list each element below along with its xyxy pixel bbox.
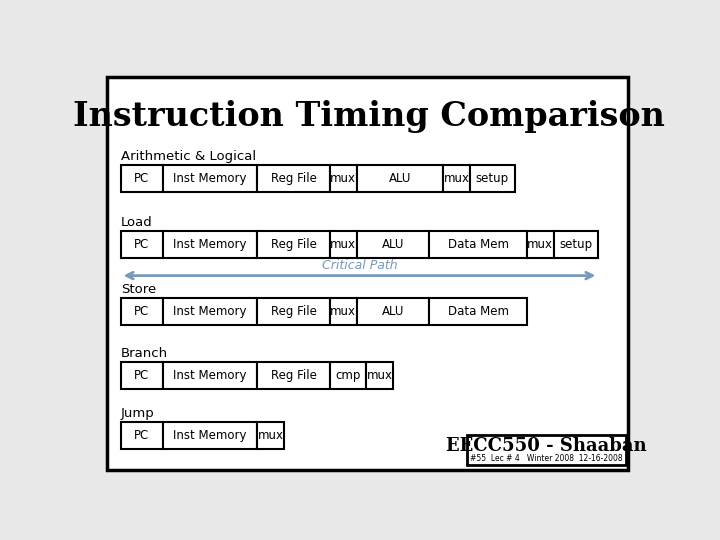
Text: Arithmetic & Logical: Arithmetic & Logical [121, 150, 256, 163]
Bar [356, 165, 444, 192]
Text: setup: setup [476, 172, 509, 185]
Text: Critical Path: Critical Path [322, 259, 397, 272]
Bar [356, 298, 429, 325]
Bar [330, 231, 356, 258]
Bar [258, 165, 330, 192]
Text: ALU: ALU [382, 238, 404, 251]
Text: PC: PC [134, 172, 149, 185]
Text: mux: mux [366, 369, 392, 382]
Bar [163, 422, 258, 449]
Text: Reg File: Reg File [271, 369, 317, 382]
Text: Data Mem: Data Mem [448, 305, 508, 318]
Text: mux: mux [330, 238, 356, 251]
Text: Branch: Branch [121, 347, 168, 360]
Text: mux: mux [330, 172, 356, 185]
Text: mux: mux [527, 238, 553, 251]
Text: mux: mux [258, 429, 284, 442]
Bar [330, 298, 356, 325]
Text: Jump: Jump [121, 407, 154, 420]
Text: Reg File: Reg File [271, 172, 317, 185]
Bar [163, 298, 258, 325]
Text: mux: mux [444, 172, 469, 185]
Bar [527, 231, 554, 258]
Text: mux: mux [330, 305, 356, 318]
Text: PC: PC [134, 429, 149, 442]
Text: cmp: cmp [336, 369, 361, 382]
Bar [163, 362, 258, 389]
Bar [467, 435, 626, 465]
Text: #55  Lec # 4   Winter 2008  12-16-2008: #55 Lec # 4 Winter 2008 12-16-2008 [470, 454, 623, 463]
Text: PC: PC [134, 305, 149, 318]
Bar [121, 298, 163, 325]
Bar [330, 165, 356, 192]
Text: Inst Memory: Inst Memory [174, 238, 247, 251]
Bar [258, 362, 330, 389]
Text: setup: setup [559, 238, 593, 251]
Text: Store: Store [121, 282, 156, 295]
Bar [366, 362, 393, 389]
Bar [429, 231, 527, 258]
Text: ALU: ALU [382, 305, 404, 318]
Bar [163, 165, 258, 192]
Bar [121, 231, 163, 258]
Text: Inst Memory: Inst Memory [174, 429, 247, 442]
Text: Reg File: Reg File [271, 238, 317, 251]
Bar [429, 298, 527, 325]
Bar [444, 165, 470, 192]
Bar [356, 231, 429, 258]
Text: ALU: ALU [389, 172, 411, 185]
Text: Reg File: Reg File [271, 305, 317, 318]
Bar [258, 298, 330, 325]
Text: Instruction Timing Comparison: Instruction Timing Comparison [73, 100, 665, 133]
Text: Load: Load [121, 216, 153, 229]
Text: Inst Memory: Inst Memory [174, 172, 247, 185]
Bar [121, 165, 163, 192]
Text: Inst Memory: Inst Memory [174, 305, 247, 318]
Text: EECC550 - Shaaban: EECC550 - Shaaban [446, 437, 647, 455]
Text: Inst Memory: Inst Memory [174, 369, 247, 382]
Bar [121, 362, 163, 389]
Bar [258, 422, 284, 449]
Bar [470, 165, 515, 192]
Bar [554, 231, 598, 258]
Bar [258, 231, 330, 258]
Bar [330, 362, 366, 389]
Text: PC: PC [134, 369, 149, 382]
Text: Data Mem: Data Mem [448, 238, 508, 251]
Bar [163, 231, 258, 258]
Text: PC: PC [134, 238, 149, 251]
Bar [121, 422, 163, 449]
